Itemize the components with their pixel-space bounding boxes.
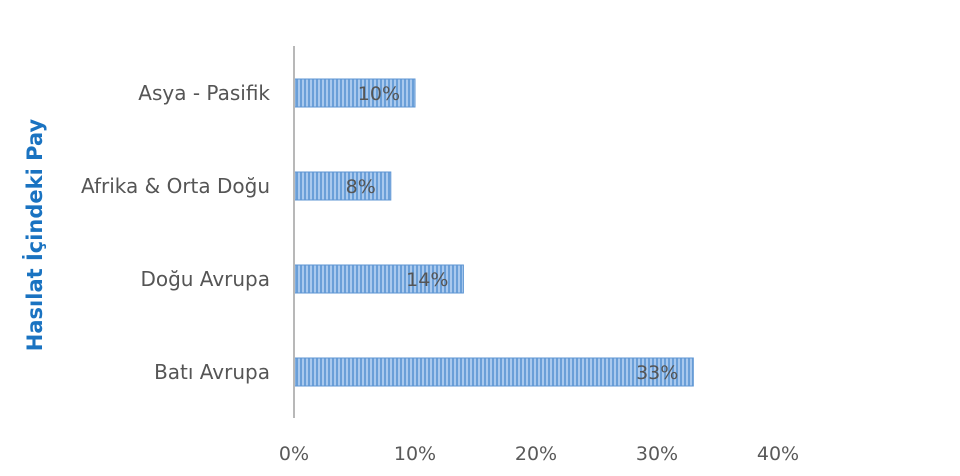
data-label-0: 10% <box>358 83 400 105</box>
x-axis-ticks: 0% 10% 20% 30% 40% <box>279 443 799 465</box>
category-label-2: Doğu Avrupa <box>140 267 270 291</box>
bar-2 <box>294 264 464 294</box>
data-label-3: 33% <box>636 362 678 384</box>
y-axis-title: Hasılat İçindeki Pay <box>22 119 47 352</box>
bar-1 <box>294 171 392 201</box>
x-tick-label-4: 40% <box>757 443 799 465</box>
x-tick-label-3: 30% <box>636 443 678 465</box>
category-label-1: Afrika & Orta Doğu <box>81 174 270 198</box>
x-tick-label-1: 10% <box>394 443 436 465</box>
data-label-1: 8% <box>346 176 376 198</box>
bars-layer: 10% 8% 14% 33% <box>294 78 694 387</box>
category-label-3: Batı Avrupa <box>154 360 270 384</box>
x-tick-label-0: 0% <box>279 443 309 465</box>
category-labels: Asya - Pasifik Afrika & Orta Doğu Doğu Avr… <box>81 81 270 384</box>
bar-3 <box>294 357 694 387</box>
bar-0 <box>294 78 416 108</box>
category-label-0: Asya - Pasifik <box>138 81 270 105</box>
data-label-2: 14% <box>406 269 448 291</box>
x-tick-label-2: 20% <box>515 443 557 465</box>
